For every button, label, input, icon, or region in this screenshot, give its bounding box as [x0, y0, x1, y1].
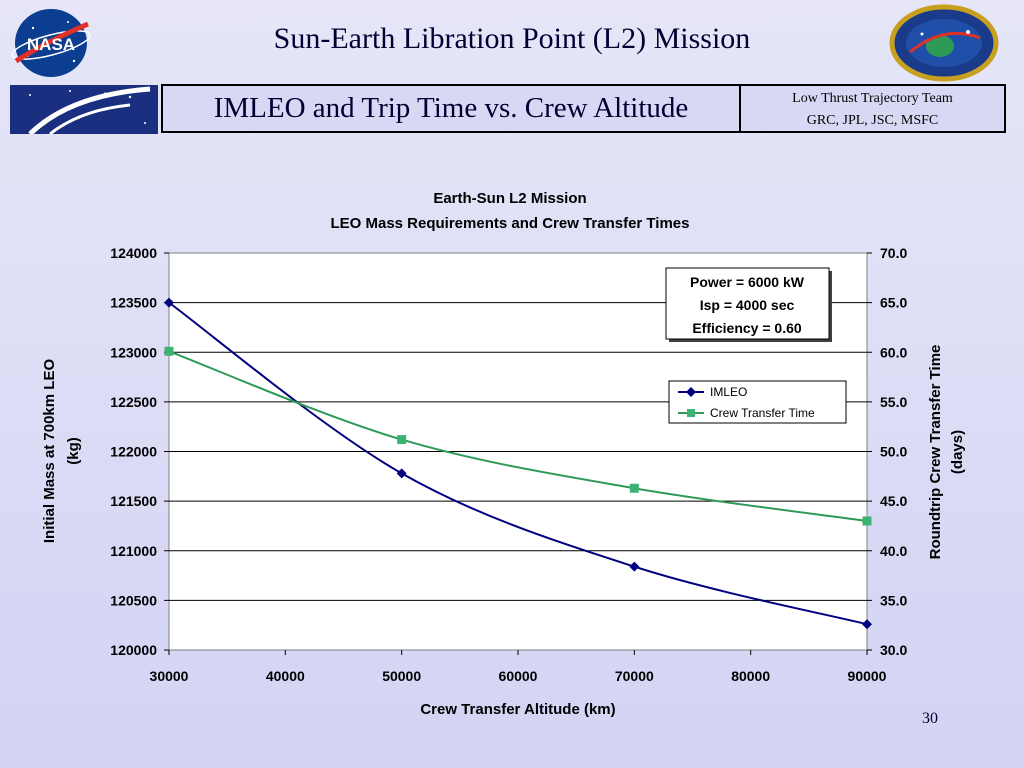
y-right-tick-label: 35.0: [880, 592, 907, 608]
data-point-imleo: [862, 619, 872, 630]
data-point-crew-transfer-time: [862, 516, 872, 526]
y-axis-right-label-line1: Roundtrip Crew Transfer Time: [927, 345, 944, 560]
series-line-crew-transfer-time: [168, 350, 868, 522]
y-left-tick-label: 122000: [110, 444, 157, 460]
x-tick-label: 30000: [150, 668, 189, 684]
legend-label-imleo: IMLEO: [710, 385, 747, 399]
chart-subtitle-box: IMLEO and Trip Time vs. Crew Altitude: [161, 84, 741, 133]
annotation-line-2: Isp = 4000 sec: [700, 297, 795, 313]
chart-title: Earth-Sun L2 Mission: [433, 190, 586, 207]
division-logo: [889, 4, 999, 82]
y-right-tick-label: 50.0: [880, 444, 907, 460]
y-left-tick-label: 120000: [110, 642, 157, 658]
data-point-crew-transfer-time: [164, 346, 174, 356]
team-line-2: GRC, JPL, JSC, MSFC: [806, 113, 939, 128]
y-left-tick-label: 123500: [110, 295, 157, 311]
series-lines: [164, 297, 872, 630]
x-tick-label: 50000: [382, 668, 421, 684]
legend-marker-imleo: [686, 387, 696, 397]
legend-label-crew-transfer-time: Crew Transfer Time: [710, 406, 815, 420]
y-axis-right-label-line2: (days): [949, 430, 966, 474]
x-axis-label: Crew Transfer Altitude (km): [420, 701, 615, 718]
x-tick-label: 40000: [266, 668, 305, 684]
y-right-tick-label: 60.0: [880, 344, 907, 360]
y-left-tick-label: 120500: [110, 592, 157, 608]
x-tick-label: 70000: [615, 668, 654, 684]
annotation-line-1: Power = 6000 kW: [690, 274, 805, 290]
team-box: Low Thrust Trajectory Team GRC, JPL, JSC…: [741, 84, 1006, 133]
x-tick-label: 90000: [848, 668, 887, 684]
parameters-annotation: Power = 6000 kW Isp = 4000 sec Efficienc…: [665, 267, 832, 342]
header-banner-image: [10, 85, 158, 134]
y-right-tick-label: 65.0: [880, 295, 907, 311]
y-left-tick-label: 122500: [110, 394, 157, 410]
legend: IMLEO Crew Transfer Time: [668, 380, 847, 424]
y-right-tick-label: 55.0: [880, 394, 907, 410]
data-point-crew-transfer-time: [629, 483, 639, 493]
nasa-logo-text: NASA: [27, 35, 75, 54]
y-right-tick-label: 40.0: [880, 543, 907, 559]
data-point-imleo: [164, 297, 174, 308]
y-left-tick-label: 123000: [110, 344, 157, 360]
page-number: 30: [922, 710, 938, 727]
y-right-tick-label: 45.0: [880, 493, 907, 509]
legend-marker-crew-transfer-time: [687, 409, 695, 417]
x-tick-label: 60000: [499, 668, 538, 684]
data-point-imleo: [396, 468, 407, 479]
y-axis-left-label-line1: Initial Mass at 700km LEO: [41, 359, 58, 544]
y-axis-left-label-line2: (kg): [65, 437, 82, 465]
series-line-imleo: [168, 301, 868, 626]
y-axis-right-ticks: 30.0 35.0 40.0 45.0 50.0 55.0 60.0 65.0 70.0: [867, 245, 907, 658]
y-left-tick-label: 124000: [110, 245, 157, 261]
data-point-imleo: [629, 561, 640, 572]
y-right-tick-label: 30.0: [880, 642, 907, 658]
y-right-tick-label: 70.0: [880, 245, 907, 261]
chart-subtitle: LEO Mass Requirements and Crew Transfer …: [330, 215, 689, 232]
y-left-tick-label: 121500: [110, 493, 157, 509]
annotation-line-3: Efficiency = 0.60: [692, 320, 802, 336]
nasa-logo: NASA: [11, 9, 91, 77]
y-axis-left-ticks: 120000 120500 121000 121500 122000 122500 1230…: [110, 245, 169, 658]
data-point-crew-transfer-time: [397, 435, 407, 445]
x-tick-label: 80000: [731, 668, 770, 684]
slide-subtitle: IMLEO and Trip Time vs. Crew Altitude: [213, 92, 689, 124]
team-line-1: Low Thrust Trajectory Team: [792, 91, 953, 106]
y-left-tick-label: 121000: [110, 543, 157, 559]
slide-title: Sun-Earth Libration Point (L2) Mission: [273, 22, 751, 55]
x-axis-ticks: 30000 40000 50000 60000 70000 80000 90000: [150, 650, 887, 684]
